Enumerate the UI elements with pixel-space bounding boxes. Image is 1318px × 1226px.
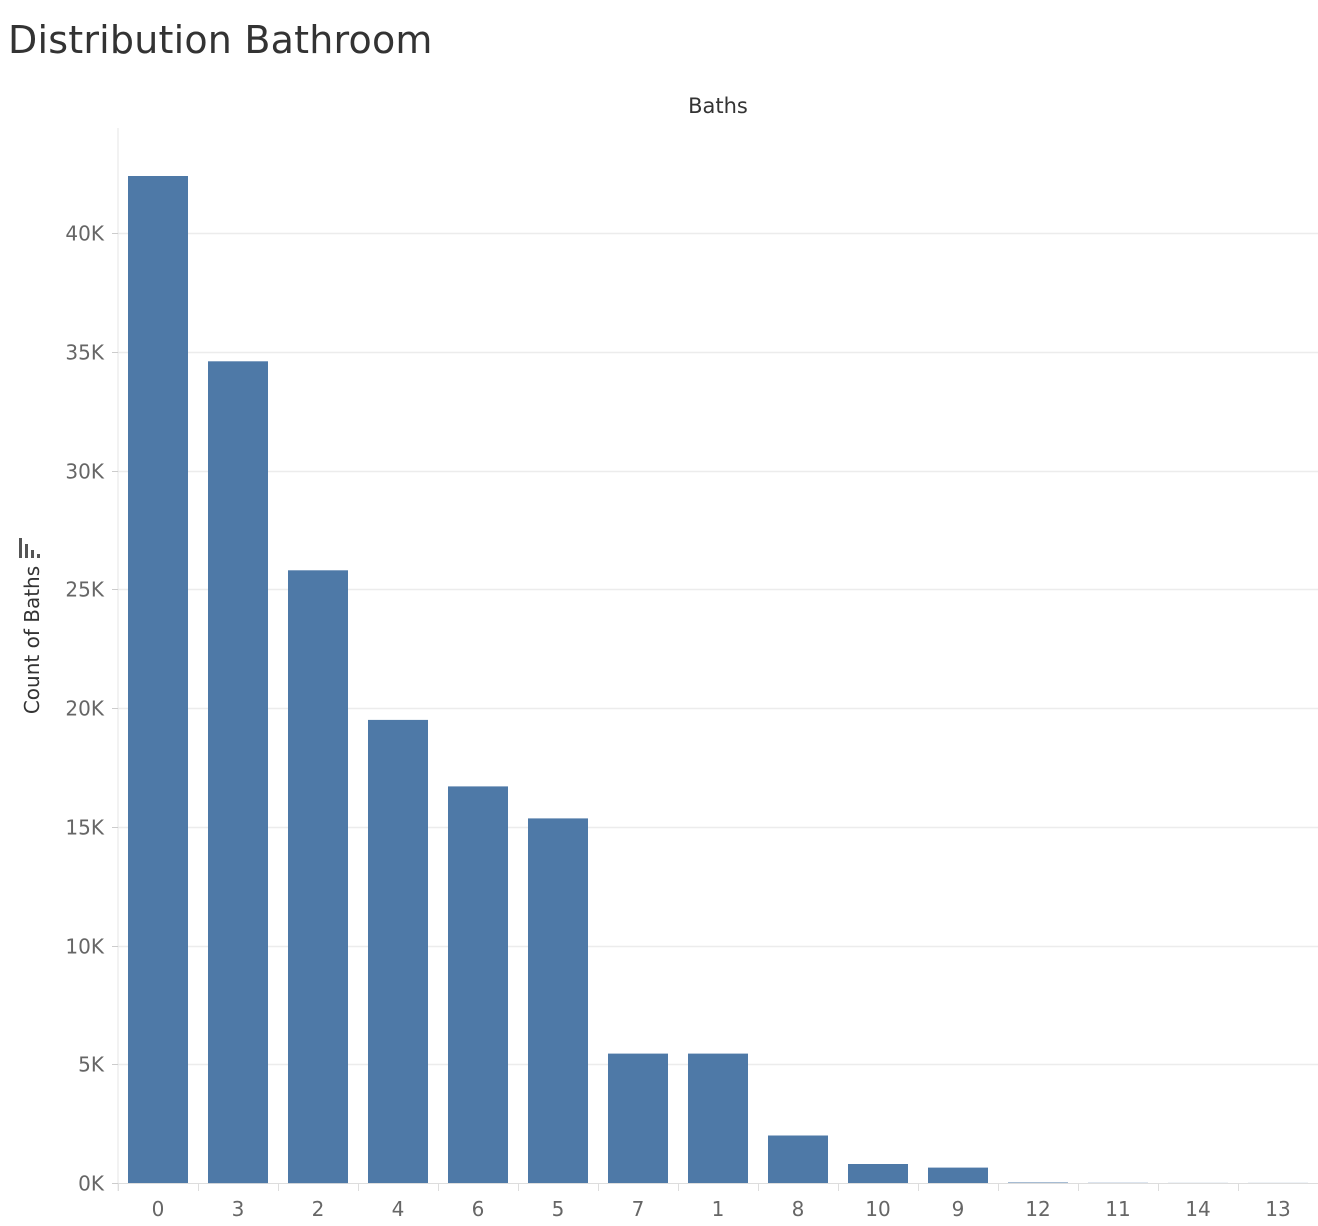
y-tick-label: 0K (78, 1172, 105, 1196)
y-tick-label: 10K (65, 935, 104, 959)
bar-baths-6[interactable] (448, 786, 508, 1183)
bar-baths-12[interactable] (1008, 1182, 1068, 1184)
x-tick-label: 7 (632, 1197, 645, 1221)
x-tick-label: 12 (1025, 1197, 1050, 1221)
bar-baths-9[interactable] (928, 1167, 988, 1183)
y-tick-labels: 0K 5K 10K 15K 20K 25K 30K 35K 40K (65, 222, 104, 1196)
bar-baths-4[interactable] (368, 719, 428, 1183)
bars (128, 176, 1308, 1184)
x-tick-label: 6 (472, 1197, 485, 1221)
column-header-label: Baths (688, 94, 748, 118)
axes (112, 128, 1318, 1191)
x-tick-label: 0 (152, 1197, 165, 1221)
bar-baths-8[interactable] (768, 1135, 828, 1184)
y-tick-label: 40K (65, 222, 104, 246)
x-tick-label: 9 (952, 1197, 965, 1221)
bar-baths-2[interactable] (288, 570, 348, 1184)
y-tick-label: 35K (65, 341, 104, 365)
x-tick-label: 3 (232, 1197, 245, 1221)
x-tick-labels: 0 3 2 4 6 5 7 1 8 10 9 12 11 14 13 (152, 1197, 1291, 1221)
bar-baths-3[interactable] (208, 361, 268, 1184)
x-tick-label: 13 (1265, 1197, 1290, 1221)
y-tick-label: 30K (65, 460, 104, 484)
bar-baths-1[interactable] (688, 1053, 748, 1183)
x-tick-label: 14 (1185, 1197, 1210, 1221)
y-tick-label: 25K (65, 578, 104, 602)
y-tick-label: 15K (65, 816, 104, 840)
x-tick-label: 11 (1105, 1197, 1130, 1221)
x-tick-label: 5 (552, 1197, 565, 1221)
x-tick-label: 2 (312, 1197, 325, 1221)
y-tick-label: 20K (65, 697, 104, 721)
x-tick-label: 1 (712, 1197, 725, 1221)
y-tick-label: 5K (78, 1053, 105, 1077)
bar-baths-5[interactable] (528, 818, 588, 1183)
bar-baths-0[interactable] (128, 176, 188, 1183)
page-title: Distribution Bathroom (8, 18, 433, 62)
bar-baths-7[interactable] (608, 1053, 668, 1183)
bar-baths-10[interactable] (848, 1164, 908, 1183)
x-tick-label: 4 (392, 1197, 405, 1221)
x-tick-label: 10 (865, 1197, 890, 1221)
x-tick-label: 8 (792, 1197, 805, 1221)
sort-descending-icon[interactable] (19, 538, 41, 558)
